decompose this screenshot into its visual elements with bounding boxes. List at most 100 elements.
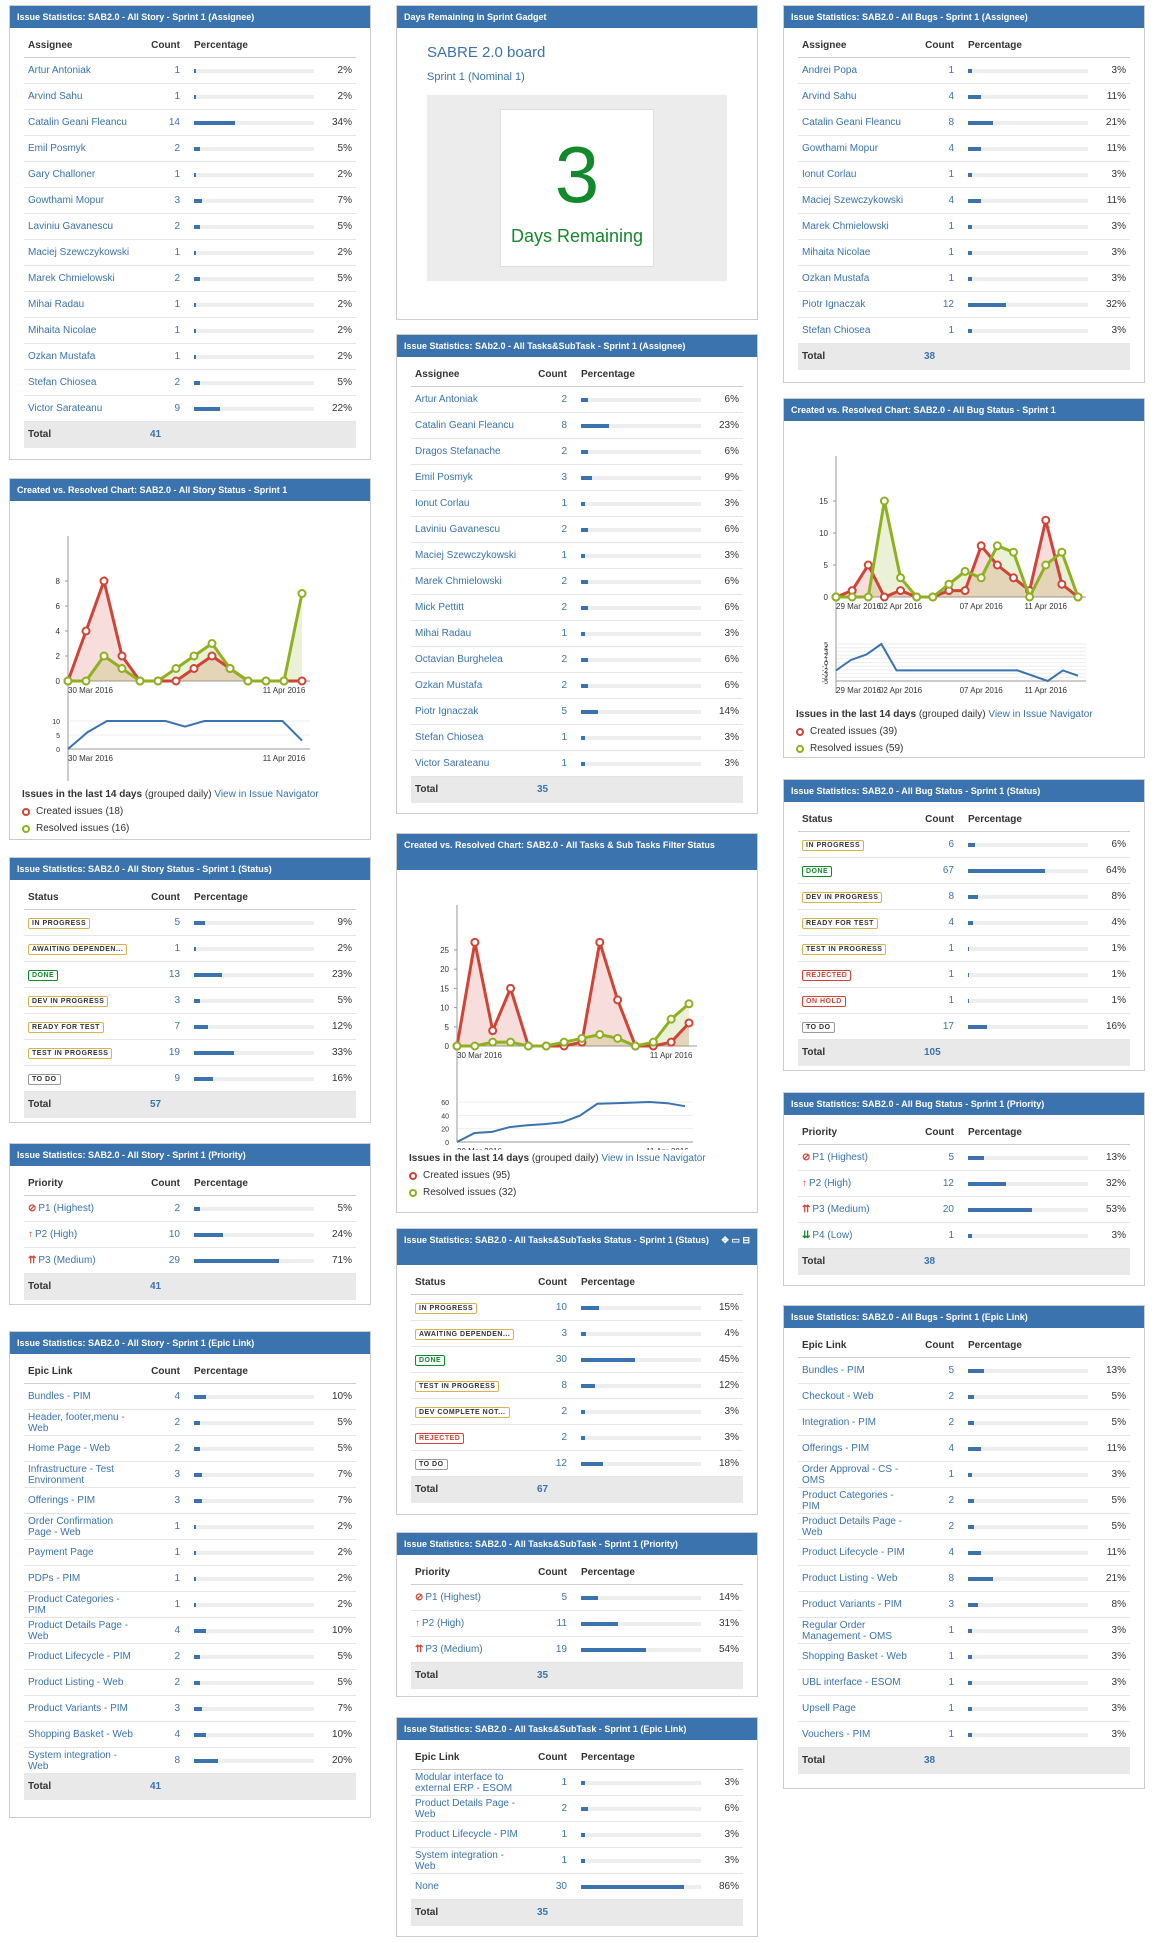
count-link[interactable]: 2 (527, 1398, 577, 1425)
count-link[interactable]: 2 (140, 265, 190, 292)
count-link[interactable]: 10 (527, 1294, 577, 1321)
total-count[interactable]: 41 (140, 1773, 356, 1800)
priority-link[interactable]: ↑ P2 (High) (28, 1229, 77, 1240)
total-count[interactable]: 105 (914, 1039, 1130, 1066)
count-link[interactable]: 1 (914, 317, 964, 344)
row-link[interactable]: Product Categories - PIM (28, 1593, 120, 1616)
count-link[interactable]: 9 (140, 1065, 190, 1092)
gadget-title[interactable]: Issue Statistics: SAB2.0 - All Story - S… (10, 1144, 370, 1166)
count-link[interactable]: 4 (140, 1617, 190, 1644)
count-link[interactable]: 8 (527, 1372, 577, 1399)
count-link[interactable]: 1 (914, 935, 964, 962)
count-link[interactable]: 14 (140, 109, 190, 136)
count-link[interactable]: 5 (140, 909, 190, 936)
table-col-count[interactable]: Count (527, 1561, 577, 1585)
count-link[interactable]: 2 (140, 135, 190, 162)
count-link[interactable]: 2 (140, 1195, 190, 1222)
count-link[interactable]: 2 (527, 516, 577, 543)
count-link[interactable]: 1 (914, 1222, 964, 1249)
table-col-percentage[interactable]: Percentage (190, 886, 356, 910)
table-col-percentage[interactable]: Percentage (577, 1561, 743, 1585)
count-link[interactable]: 2 (527, 1424, 577, 1451)
status-lozenge[interactable]: DEV IN PROGRESS (28, 995, 109, 1007)
count-link[interactable]: 3 (140, 1487, 190, 1514)
row-link[interactable]: Arvind Sahu (28, 91, 83, 102)
table-col-percentage[interactable]: Percentage (964, 34, 1130, 58)
table-col-count[interactable]: Count (914, 808, 964, 832)
status-lozenge[interactable]: TO DO (802, 1021, 835, 1033)
table-col-count[interactable]: Count (914, 1121, 964, 1145)
count-link[interactable]: 4 (914, 909, 964, 936)
count-link[interactable]: 1 (527, 724, 577, 751)
gadget-title[interactable]: Issue Statistics: SAb2.0 - All Tasks&Sub… (397, 335, 757, 357)
row-link[interactable]: Mick Pettitt (415, 602, 464, 613)
count-link[interactable]: 2 (527, 672, 577, 699)
table-col-name[interactable]: Status (411, 1271, 527, 1295)
row-link[interactable]: Stefan Chiosea (802, 325, 871, 336)
count-link[interactable]: 13 (140, 961, 190, 988)
table-col-percentage[interactable]: Percentage (190, 1172, 356, 1196)
count-link[interactable]: 1 (140, 317, 190, 344)
priority-link[interactable]: ↑ P2 (High) (415, 1618, 464, 1629)
total-count[interactable]: 57 (140, 1091, 356, 1118)
board-name[interactable]: SABRE 2.0 board (427, 44, 546, 61)
table-col-percentage[interactable]: Percentage (964, 1121, 1130, 1145)
row-link[interactable]: Product Listing - Web (28, 1677, 124, 1688)
row-link[interactable]: Offerings - PIM (28, 1495, 96, 1506)
count-link[interactable]: 5 (527, 698, 577, 725)
row-link[interactable]: Piotr Ignaczak (802, 299, 866, 310)
count-link[interactable]: 5 (914, 1144, 964, 1171)
total-count[interactable]: 67 (527, 1476, 743, 1503)
row-link[interactable]: Artur Antoniak (28, 65, 91, 76)
row-link[interactable]: Bundles - PIM (28, 1391, 91, 1402)
table-col-percentage[interactable]: Percentage (190, 1360, 356, 1384)
count-link[interactable]: 1 (914, 265, 964, 292)
count-link[interactable]: 6 (914, 831, 964, 858)
count-link[interactable]: 1 (140, 1513, 190, 1540)
row-link[interactable]: Payment Page (28, 1547, 94, 1558)
row-link[interactable]: Maciej Szewczykowski (415, 550, 517, 561)
row-link[interactable]: Octavian Burghelea (415, 654, 503, 665)
count-link[interactable]: 2 (527, 438, 577, 465)
issue-navigator-link[interactable]: View in Issue Navigator (988, 709, 1093, 720)
table-col-count[interactable]: Count (527, 1746, 577, 1770)
row-link[interactable]: Ozkan Mustafa (415, 680, 483, 691)
count-link[interactable]: 1 (140, 1591, 190, 1618)
row-link[interactable]: Infrastructure - Test Environment (28, 1463, 114, 1486)
row-link[interactable]: Victor Sarateanu (415, 758, 490, 769)
table-col-count[interactable]: Count (140, 34, 190, 58)
count-link[interactable]: 1 (140, 57, 190, 84)
table-col-name[interactable]: Priority (411, 1561, 527, 1585)
status-lozenge[interactable]: READY FOR TEST (802, 917, 878, 929)
count-link[interactable]: 8 (914, 109, 964, 136)
status-lozenge[interactable]: AWAITING DEPENDEN... (415, 1328, 515, 1340)
count-link[interactable]: 1 (914, 1643, 964, 1670)
status-lozenge[interactable]: DONE (415, 1354, 446, 1366)
row-link[interactable]: Product Details Page - Web (28, 1619, 129, 1642)
count-link[interactable]: 1 (527, 542, 577, 569)
status-lozenge[interactable]: IN PROGRESS (802, 839, 865, 851)
count-link[interactable]: 1 (140, 935, 190, 962)
count-link[interactable]: 5 (527, 1584, 577, 1611)
table-col-count[interactable]: Count (527, 363, 577, 387)
row-link[interactable]: Gowthami Mopur (802, 143, 879, 154)
count-link[interactable]: 5 (914, 1357, 964, 1384)
row-link[interactable]: Emil Posmyk (415, 472, 473, 483)
count-link[interactable]: 2 (140, 1435, 190, 1462)
row-link[interactable]: Order Approval - CS - OMS (802, 1463, 899, 1486)
gadget-title[interactable]: Issue Statistics: SAB2.0 - All Bugs - Sp… (784, 6, 1144, 28)
row-link[interactable]: Product Details Page - Web (415, 1797, 516, 1820)
row-link[interactable]: Gary Challoner (28, 169, 96, 180)
row-link[interactable]: Stefan Chiosea (28, 377, 97, 388)
gadget-title[interactable]: Issue Statistics: SAB2.0 - All Bug Statu… (784, 1093, 1144, 1115)
status-lozenge[interactable]: AWAITING DEPENDEN... (28, 943, 128, 955)
count-link[interactable]: 8 (140, 1747, 190, 1774)
count-link[interactable]: 1 (914, 1669, 964, 1696)
row-link[interactable]: Vouchers - PIM (802, 1729, 871, 1740)
status-lozenge[interactable]: ON HOLD (802, 995, 846, 1007)
gadget-title[interactable]: Days Remaining in Sprint Gadget (397, 6, 757, 28)
table-col-percentage[interactable]: Percentage (190, 34, 356, 58)
count-link[interactable]: 1 (914, 161, 964, 188)
row-link[interactable]: Mihaita Nicolae (802, 247, 871, 258)
row-link[interactable]: None (415, 1881, 439, 1892)
